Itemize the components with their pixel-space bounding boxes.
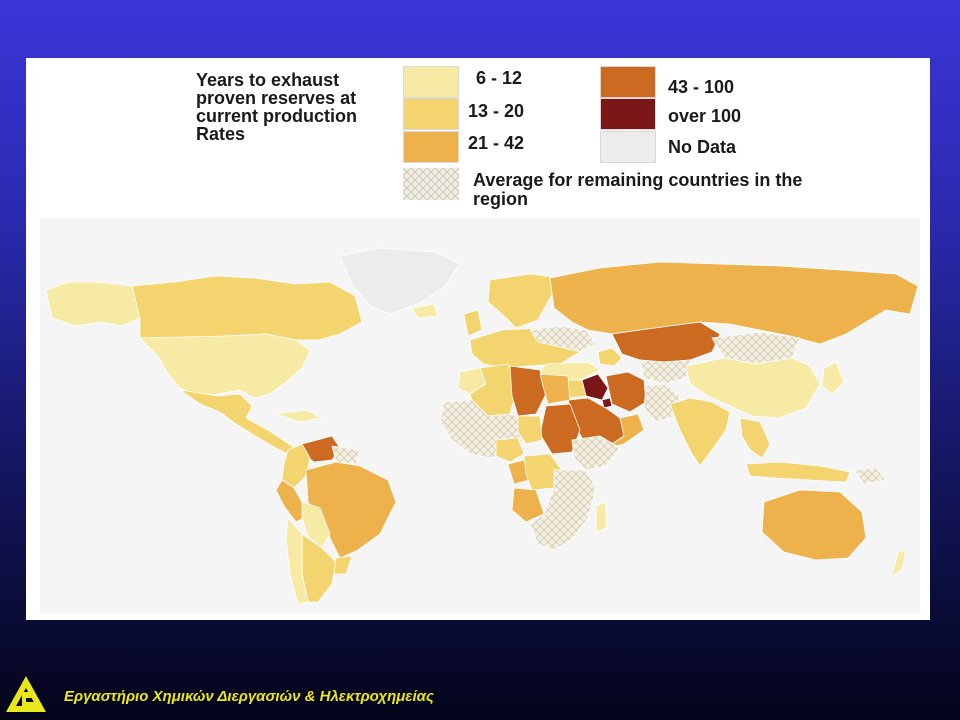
- legend-label-13-20: 13 - 20: [468, 101, 525, 121]
- legend-swatch-13-20: [403, 98, 459, 130]
- china-region: [685, 357, 821, 419]
- caucasus-region: [597, 347, 623, 367]
- mexico-region: [179, 389, 299, 455]
- libya-region: [509, 365, 547, 417]
- new-zealand-region: [891, 549, 907, 577]
- papua-region: [853, 467, 887, 485]
- caribbean-region: [275, 409, 323, 423]
- legend-swatch-no-data: [600, 131, 656, 163]
- legend-label-43-100: 43 - 100: [668, 77, 735, 97]
- kazakhstan-region: [611, 321, 721, 363]
- central-asia-region: [639, 359, 691, 385]
- legend-swatch-average-hatch: [403, 168, 459, 200]
- kuwait-region: [601, 397, 613, 409]
- nigeria-region: [495, 437, 525, 463]
- australia-region: [761, 489, 867, 561]
- madagascar-region: [595, 501, 607, 533]
- canada-region: [131, 275, 363, 341]
- uk-region: [463, 309, 483, 337]
- lab-logo: [6, 676, 46, 712]
- legend-swatch-21-42: [403, 131, 459, 163]
- legend-label-no-data: No Data: [668, 137, 737, 157]
- world-map: [40, 218, 920, 613]
- angola-region: [511, 487, 545, 523]
- horn-africa-region: [571, 435, 621, 471]
- iceland-region: [411, 303, 439, 319]
- chile-region: [285, 517, 309, 605]
- scandinavia-region: [487, 273, 561, 329]
- east-africa-region: [529, 469, 597, 551]
- legend-label-average: Average for remaining countries in the r…: [473, 170, 803, 209]
- japan-region: [821, 361, 845, 395]
- greenland-region: [339, 247, 461, 315]
- chad-region: [517, 415, 543, 445]
- legend-title: Years to exhaust proven reserves at curr…: [196, 70, 357, 144]
- egypt-region: [539, 373, 571, 405]
- legend-swatch-over-100: [600, 98, 656, 130]
- legend-label-21-42: 21 - 42: [468, 133, 525, 153]
- footer-bar: Εργαστήριο Χημικών Διεργασιών & Ηλεκτροχ…: [0, 668, 960, 720]
- legend-label-6-12: 6 - 12: [476, 68, 523, 88]
- alaska-region: [45, 281, 141, 327]
- legend-label-over-100: over 100: [668, 106, 742, 126]
- guianas-region: [331, 445, 361, 465]
- legend-swatch-6-12: [403, 66, 459, 98]
- footer-caption: Εργαστήριο Χημικών Διεργασιών & Ηλεκτροχ…: [64, 688, 434, 705]
- legend-swatch-43-100: [600, 66, 656, 98]
- gulf-states-region: [605, 413, 645, 449]
- indonesia-region: [745, 461, 851, 483]
- colombia-region: [281, 443, 311, 489]
- russia-region: [549, 261, 919, 345]
- eastern-europe-region: [529, 325, 597, 353]
- southeast-asia-region: [739, 417, 771, 459]
- content-panel: Years to exhaust proven reserves at curr…: [26, 58, 930, 620]
- uruguay-region: [333, 555, 353, 575]
- usa-region: [139, 333, 311, 399]
- india-region: [669, 397, 731, 467]
